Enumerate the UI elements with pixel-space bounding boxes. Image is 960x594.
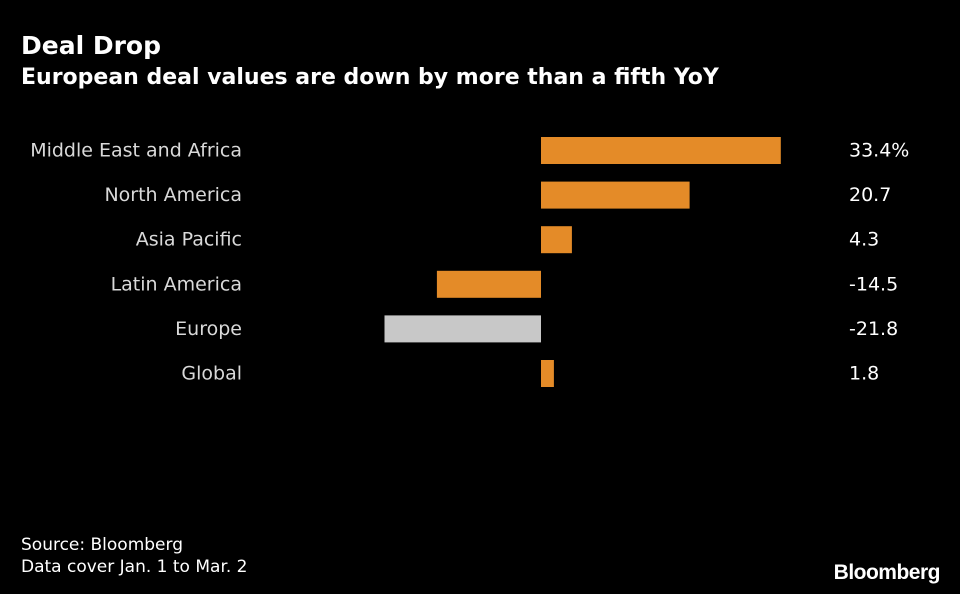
category-label-latin-america: Latin America	[111, 273, 242, 295]
value-label-asia-pacific: 4.3	[849, 229, 879, 251]
bar-global	[541, 360, 554, 387]
bar-middle-east-and-africa	[541, 137, 781, 164]
chart-title: Deal Drop	[21, 31, 162, 60]
bloomberg-logo: Bloomberg	[833, 561, 941, 584]
category-label-asia-pacific: Asia Pacific	[136, 229, 242, 251]
category-label-middle-east-and-africa: Middle East and Africa	[30, 140, 242, 162]
bar-latin-america	[436, 270, 541, 298]
value-label-middle-east-and-africa: 33.4%	[849, 140, 909, 162]
category-label-north-america: North America	[104, 184, 242, 206]
source-note: Source: Bloomberg	[21, 535, 183, 555]
bar-asia-pacific	[541, 226, 572, 254]
chart-subtitle: European deal values are down by more th…	[21, 65, 719, 90]
value-label-global: 1.8	[849, 363, 879, 385]
bar-europe	[384, 315, 541, 343]
bar-north-america	[541, 181, 690, 209]
category-label-europe: Europe	[175, 318, 242, 340]
data-coverage-note: Data cover Jan. 1 to Mar. 2	[21, 557, 248, 577]
value-label-north-america: 20.7	[849, 184, 891, 206]
value-label-europe: -21.8	[849, 318, 898, 340]
value-label-latin-america: -14.5	[849, 273, 898, 295]
category-label-global: Global	[181, 363, 242, 385]
